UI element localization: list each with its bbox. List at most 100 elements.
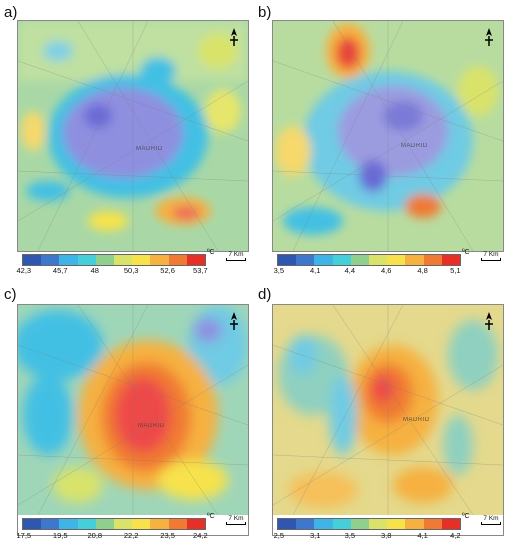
panel-b-colorbar-swatch — [423, 255, 442, 265]
panel-a-tick: 42,3 — [16, 266, 32, 275]
panel-c-colorbar-swatch — [186, 519, 206, 529]
panel-c-scale-label: 7 Km — [228, 515, 244, 522]
panel-a-colorbar-swatch — [150, 255, 169, 265]
panel-a-colorbar-swatch — [59, 255, 78, 265]
panel-c-tick: 24,2 — [193, 531, 208, 540]
panel-a-scale-line — [226, 258, 246, 261]
panel-b-colorbar-swatch — [350, 255, 370, 265]
panel-a-colorbar — [22, 254, 206, 266]
panel-b-scale-label: 7 Km — [483, 251, 499, 258]
panel-c-tick: 20,8 — [87, 531, 103, 540]
panel-b-tick: 4,8 — [417, 266, 428, 275]
panel-c-tick: 23,5 — [160, 531, 175, 540]
panel-a-tick: 52,6 — [160, 266, 175, 275]
panel-b-tick: 5,1 — [450, 266, 461, 275]
panel-b-colorbar-swatch — [278, 255, 297, 265]
panel-d-colorbar-swatch — [387, 519, 406, 529]
panel-d-colorbar-swatch — [278, 519, 297, 529]
panel-d-ticks: 2,5 3,1 3,5 3,8 4,1 4,2 — [273, 531, 461, 541]
panel-c-colorbar-swatch — [95, 519, 115, 529]
panel-a-tick: 45,7 — [52, 266, 68, 275]
panel-b-tick: 4,6 — [380, 266, 392, 275]
panel-d-colorbar-swatch — [314, 519, 333, 529]
panel-c-colorbar — [22, 518, 206, 530]
panel-c-colorbar-swatch — [77, 519, 96, 529]
panel-d-colorbar-swatch — [296, 519, 315, 529]
panel-a-colorbar-swatch — [23, 255, 42, 265]
panel-d-city-label: MADRID — [403, 417, 430, 423]
panel-d-colorbar-swatch — [369, 519, 388, 529]
panel-a-heatmap — [18, 21, 248, 251]
north-arrow-icon — [481, 311, 497, 331]
panel-b-colorbar-swatch — [405, 255, 424, 265]
panel-a-scale-label: 7 Km — [228, 251, 244, 258]
panel-a-ticks: 42,3 45,7 48 50,3 52,6 53,7 — [17, 266, 208, 276]
panel-b-tick: 4,4 — [344, 266, 356, 275]
panel-d-colorbar — [277, 518, 461, 530]
panel-b-unit: ºC — [462, 249, 470, 256]
panel-d-colorbar-swatch — [423, 519, 442, 529]
panel-a-colorbar-swatch — [41, 255, 60, 265]
panel-a-city-label: MADRID — [136, 146, 163, 152]
panel-b-colorbar-swatch — [441, 255, 461, 265]
panel-c-scale-line — [226, 522, 246, 525]
panel-c-colorbar-swatch — [150, 519, 169, 529]
panel-b-map: MADRID — [272, 20, 504, 252]
panel-b-scale-bar: 7 Km — [481, 251, 501, 261]
panel-a-map: MADRID — [17, 20, 249, 252]
panel-d-tick: 4,2 — [450, 531, 461, 540]
north-arrow-icon — [226, 27, 242, 47]
panel-d-map: MADRID — [272, 304, 504, 536]
panel-d-colorbar-swatch — [332, 519, 351, 529]
panel-c-heatmap — [18, 305, 248, 515]
panel-d-tick: 3,8 — [380, 531, 392, 540]
panel-a-scale-bar: 7 Km — [226, 251, 246, 261]
panel-a-unit: ºC — [207, 249, 215, 256]
panel-c-map: MADRID — [17, 304, 249, 536]
panel-a-colorbar-swatch — [186, 255, 206, 265]
panel-d-colorbar-swatch — [350, 519, 370, 529]
panel-b-scale-line — [481, 258, 501, 261]
panel-b-tick: 4,1 — [310, 266, 321, 275]
panel-c-tick: 22,2 — [123, 531, 139, 540]
panel-d-scale-line — [481, 522, 501, 525]
panel-c-colorbar-swatch — [114, 519, 133, 529]
panel-a-letter: a) — [4, 4, 18, 21]
panel-c-city-label: MADRID — [138, 423, 165, 429]
panel-d-letter: d) — [258, 286, 272, 303]
panel-c-unit: ºC — [207, 513, 215, 520]
panel-b-colorbar-swatch — [387, 255, 406, 265]
panel-b-colorbar-swatch — [314, 255, 333, 265]
panel-c-tick: 19,5 — [52, 531, 68, 540]
panel-a-colorbar-swatch — [95, 255, 115, 265]
panel-c-scale-bar: 7 Km — [226, 515, 246, 525]
panel-c-colorbar-swatch — [132, 519, 151, 529]
panel-b-colorbar-swatch — [296, 255, 315, 265]
panel-d-heatmap — [273, 305, 503, 515]
panel-b-city-label: MADRID — [401, 143, 428, 149]
north-arrow-icon — [481, 27, 497, 47]
panel-b-colorbar-swatch — [369, 255, 388, 265]
panel-c-colorbar-swatch — [168, 519, 187, 529]
panel-d-colorbar-swatch — [441, 519, 461, 529]
panel-c-colorbar-swatch — [23, 519, 42, 529]
panel-d-colorbar-swatch — [405, 519, 424, 529]
panel-d-tick: 2,5 — [273, 531, 285, 540]
panel-b-tick: 3,5 — [273, 266, 285, 275]
panel-d-tick: 3,5 — [344, 531, 356, 540]
panel-b-letter: b) — [258, 4, 272, 21]
panel-d-tick: 4,1 — [417, 531, 428, 540]
panel-b-ticks: 3,5 4,1 4,4 4,6 4,8 5,1 — [273, 266, 461, 276]
panel-a-tick: 50,3 — [123, 266, 139, 275]
panel-a-colorbar-swatch — [77, 255, 96, 265]
panel-b-colorbar-swatch — [332, 255, 351, 265]
north-arrow-icon — [226, 311, 242, 331]
panel-a-colorbar-swatch — [168, 255, 187, 265]
panel-b-colorbar — [277, 254, 461, 266]
panel-d-scale-bar: 7 Km — [481, 515, 501, 525]
panel-d-scale-label: 7 Km — [483, 515, 499, 522]
panel-a-tick: 53,7 — [193, 266, 208, 275]
panel-d-tick: 3,1 — [310, 531, 321, 540]
panel-c-ticks: 17,5 19,5 20,8 22,2 23,5 24,2 — [17, 531, 208, 541]
panel-c-colorbar-swatch — [41, 519, 60, 529]
